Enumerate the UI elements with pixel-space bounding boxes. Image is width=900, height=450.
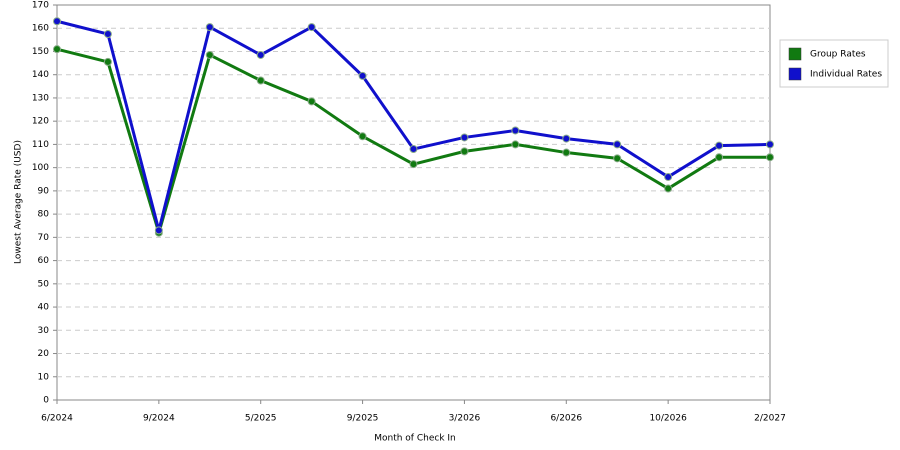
x-axis-label: Month of Check In bbox=[374, 434, 456, 444]
data-point bbox=[358, 71, 367, 80]
x-tick-label: 9/2024 bbox=[143, 414, 175, 424]
data-point bbox=[154, 226, 163, 235]
y-tick-label: 10 bbox=[38, 372, 50, 382]
x-tick-label: 6/2024 bbox=[41, 414, 73, 424]
data-point bbox=[664, 172, 673, 181]
plot-frame bbox=[56, 4, 771, 401]
legend-swatch bbox=[788, 67, 802, 81]
x-tick-label: 9/2025 bbox=[347, 414, 379, 424]
data-point bbox=[715, 153, 724, 162]
y-tick-label: 160 bbox=[32, 24, 49, 34]
y-tick-label: 120 bbox=[32, 117, 49, 127]
y-tick-label: 130 bbox=[32, 93, 49, 103]
data-point bbox=[205, 50, 214, 59]
legend-label: Individual Rates bbox=[810, 70, 882, 80]
data-point bbox=[715, 141, 724, 150]
y-tick-label: 170 bbox=[32, 1, 49, 11]
y-tick-label: 110 bbox=[32, 140, 49, 150]
data-point bbox=[511, 140, 520, 149]
y-tick-label: 90 bbox=[38, 186, 50, 196]
data-point bbox=[613, 140, 622, 149]
x-tick-label: 3/2026 bbox=[449, 414, 481, 424]
y-tick-label: 140 bbox=[32, 70, 49, 80]
data-point bbox=[53, 17, 61, 26]
y-tick-label: 70 bbox=[38, 233, 50, 243]
data-point bbox=[256, 76, 265, 85]
data-point bbox=[307, 23, 316, 32]
y-tick-label: 60 bbox=[38, 256, 50, 266]
data-point bbox=[562, 148, 571, 157]
data-point bbox=[460, 133, 469, 142]
data-point bbox=[256, 50, 265, 59]
data-point bbox=[460, 147, 469, 156]
data-point bbox=[409, 160, 418, 169]
y-axis-label: Lowest Average Rate (USD) bbox=[14, 140, 24, 264]
x-tick-label: 6/2026 bbox=[550, 414, 582, 424]
data-point bbox=[664, 184, 673, 193]
data-point bbox=[766, 140, 774, 149]
data-point bbox=[103, 30, 112, 39]
y-tick-label: 0 bbox=[43, 396, 49, 406]
y-tick-label: 30 bbox=[38, 326, 50, 336]
x-tick-label: 2/2027 bbox=[754, 414, 786, 424]
y-tick-label: 20 bbox=[38, 349, 50, 359]
x-tick-label: 5/2025 bbox=[245, 414, 277, 424]
data-point bbox=[205, 23, 214, 32]
data-point bbox=[562, 134, 571, 143]
y-tick-label: 100 bbox=[32, 163, 49, 173]
y-tick-label: 40 bbox=[38, 303, 50, 313]
data-point bbox=[358, 132, 367, 141]
data-point bbox=[511, 126, 520, 135]
data-point bbox=[103, 57, 112, 66]
legend-swatch bbox=[788, 47, 802, 61]
y-tick-label: 80 bbox=[38, 210, 50, 220]
data-point bbox=[766, 153, 774, 162]
data-point bbox=[307, 97, 316, 106]
x-tick-label: 10/2026 bbox=[649, 414, 687, 424]
data-point bbox=[613, 154, 622, 163]
data-point bbox=[53, 45, 61, 54]
y-tick-label: 50 bbox=[38, 279, 50, 289]
data-point bbox=[409, 145, 418, 154]
legend-label: Group Rates bbox=[810, 50, 866, 60]
y-tick-label: 150 bbox=[32, 47, 49, 57]
